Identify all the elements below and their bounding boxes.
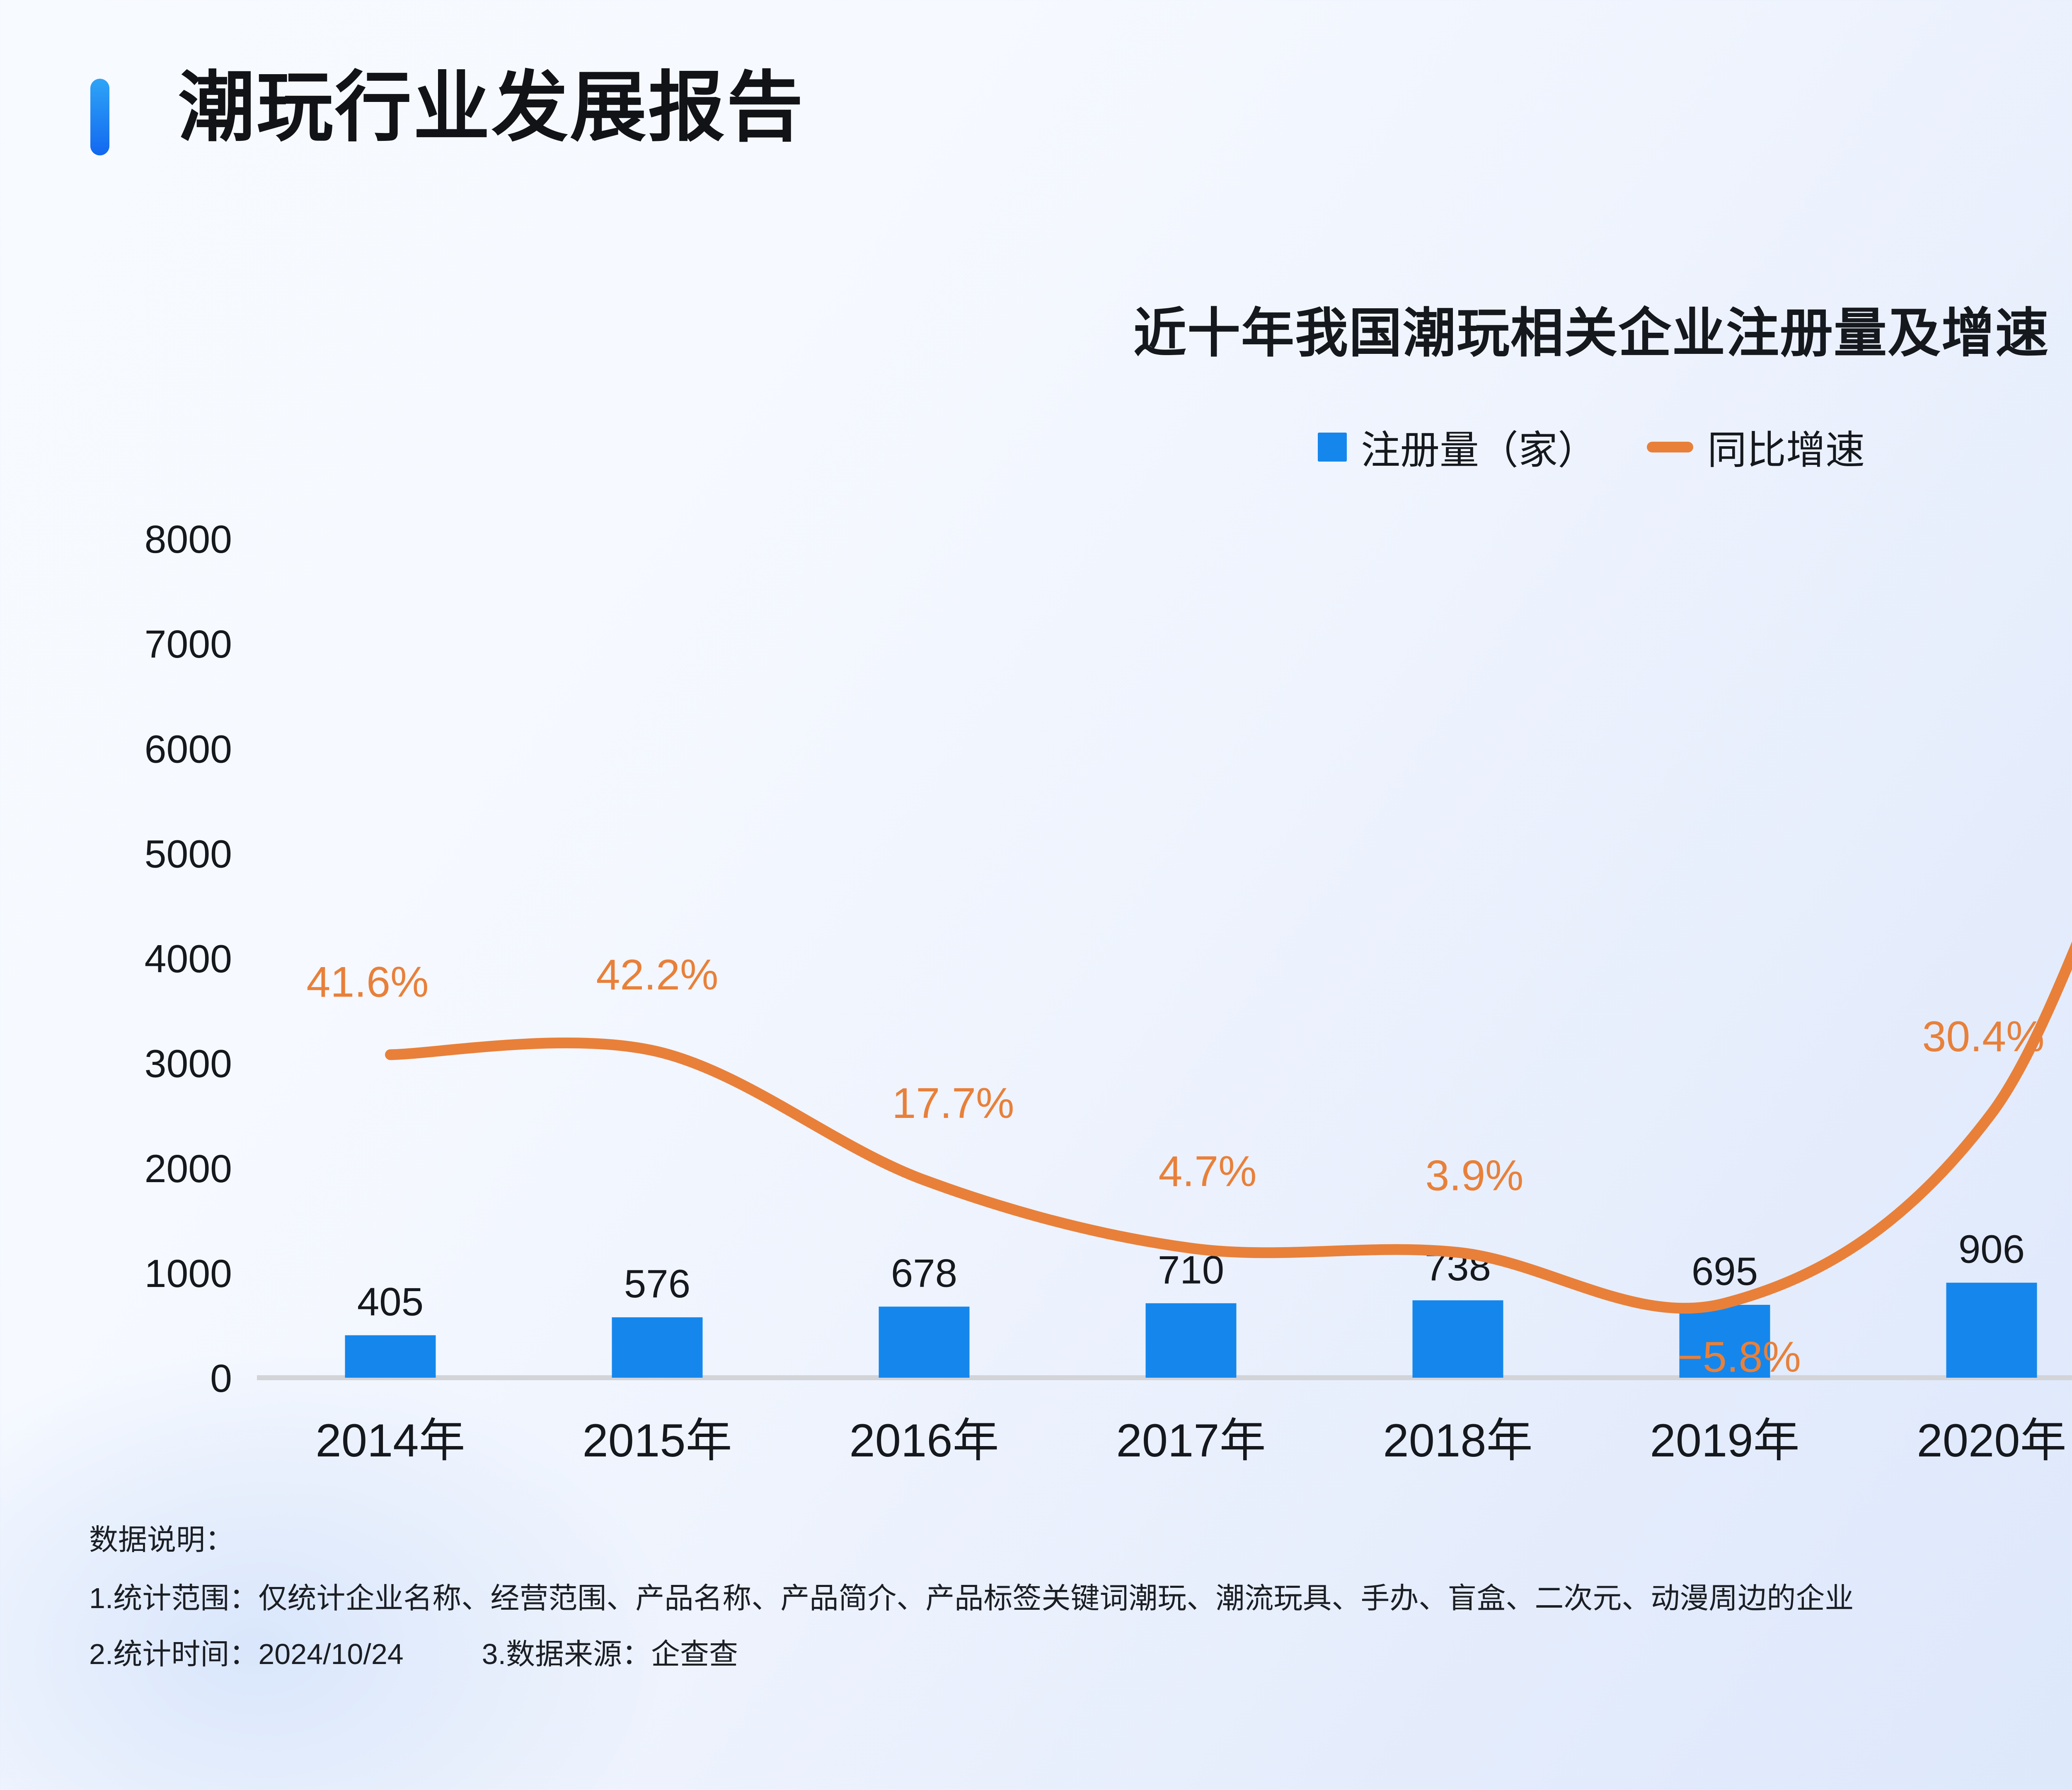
- legend-bar-swatch-icon: [1317, 432, 1347, 462]
- x-axis-tick-label[interactable]: 2019年: [1650, 1415, 1799, 1466]
- legend-line-swatch-icon: [1647, 441, 1693, 452]
- legend-item-registrations[interactable]: 注册量（家）: [1317, 418, 1597, 475]
- legend-label-growth: 同比增速: [1707, 428, 1865, 472]
- footer-data-source: 3.数据来源：企查查: [482, 1638, 738, 1670]
- growth-value-label: 17.7%: [892, 1079, 1014, 1127]
- footer-scope-line: 1.统计范围：仅统计企业名称、经营范围、产品名称、产品简介、产品标签关键词潮玩、…: [89, 1582, 1854, 1614]
- y-axis-left-tick-label: 2000: [145, 1147, 232, 1191]
- y-axis-left-tick-label: 6000: [145, 727, 232, 771]
- y-axis-left-tick-label: 1000: [145, 1252, 232, 1296]
- chart-legend: 注册量（家） 同比增速: [0, 418, 2072, 475]
- growth-value-label: 41.6%: [307, 958, 429, 1006]
- page-header: 潮玩行业发展报告 企查查 Qcc.com: [0, 0, 2072, 249]
- bar-series: [345, 1282, 2037, 1378]
- growth-trend-line: [385, 941, 2072, 1314]
- x-axis-tick-label[interactable]: 2016年: [849, 1415, 999, 1466]
- growth-value-label: 4.7%: [1158, 1147, 1256, 1195]
- footer-stat-time: 2.统计时间：2024/10/24: [89, 1638, 404, 1670]
- legend-item-growth[interactable]: 同比增速: [1647, 418, 1865, 475]
- bar[interactable]: [612, 1317, 703, 1378]
- x-axis-tick-label[interactable]: 2020年: [1917, 1415, 2066, 1466]
- x-axis-ticks: 2014年2015年2016年2017年2018年2019年2020年2021年…: [315, 1415, 2066, 1466]
- bar-value-label: 678: [891, 1251, 957, 1295]
- chart-title: 近十年我国潮玩相关企业注册量及增速: [1133, 304, 2049, 363]
- growth-value-label: −5.8%: [1677, 1333, 1801, 1381]
- bar-value-label: 405: [357, 1280, 424, 1324]
- growth-value-label: 3.9%: [1425, 1152, 1523, 1200]
- y-axis-left-ticks: 0 1000 2000 3000 4000 5000 6000 7000 8000: [145, 518, 232, 1401]
- y-axis-left-tick-label: 5000: [145, 832, 232, 876]
- x-axis-tick-label[interactable]: 2015年: [582, 1415, 732, 1466]
- bar[interactable]: [1946, 1282, 2037, 1378]
- y-axis-left-tick-label: 3000: [145, 1042, 232, 1086]
- x-axis-tick-label[interactable]: 2018年: [1383, 1415, 1532, 1466]
- footer-heading: 数据说明：: [89, 1524, 234, 1556]
- bar-value-label: 576: [624, 1262, 690, 1306]
- x-axis-tick-label[interactable]: 2017年: [1116, 1415, 1266, 1466]
- growth-value-label: 42.2%: [596, 951, 719, 999]
- bar[interactable]: [1679, 1305, 1770, 1378]
- footer-time-source-line: 2.统计时间：2024/10/24 3.数据来源：企查查: [89, 1631, 2072, 1673]
- bar[interactable]: [879, 1306, 970, 1378]
- growth-value-label: 30.4%: [1922, 1013, 2045, 1061]
- y-axis-left-tick-label: 8000: [145, 518, 232, 561]
- y-axis-left-tick-label: 7000: [145, 622, 232, 666]
- y-axis-left-tick-label: 4000: [145, 937, 232, 981]
- y-axis-left-tick-label: 0: [210, 1357, 232, 1401]
- bar-value-label: 906: [1958, 1227, 2025, 1272]
- legend-label-registrations: 注册量（家）: [1360, 428, 1597, 472]
- bar[interactable]: [1145, 1303, 1237, 1378]
- bar[interactable]: [345, 1335, 436, 1378]
- bar-value-labels: 405576678710738695906207836086989: [357, 1227, 2025, 1324]
- title-accent-bar: [90, 79, 109, 155]
- page-title: 潮玩行业发展报告: [178, 65, 805, 150]
- growth-value-labels: 41.6%42.2%17.7%4.7%3.9%−5.8%30.4%129.4%7…: [307, 951, 2045, 1381]
- x-axis-tick-label[interactable]: 2014年: [315, 1415, 465, 1466]
- footer-notes: 数据说明： 1.统计范围：仅统计企业名称、经营范围、产品名称、产品简介、产品标签…: [89, 1517, 2072, 1687]
- bar[interactable]: [1412, 1300, 1503, 1378]
- bar-value-label: 695: [1692, 1249, 1758, 1294]
